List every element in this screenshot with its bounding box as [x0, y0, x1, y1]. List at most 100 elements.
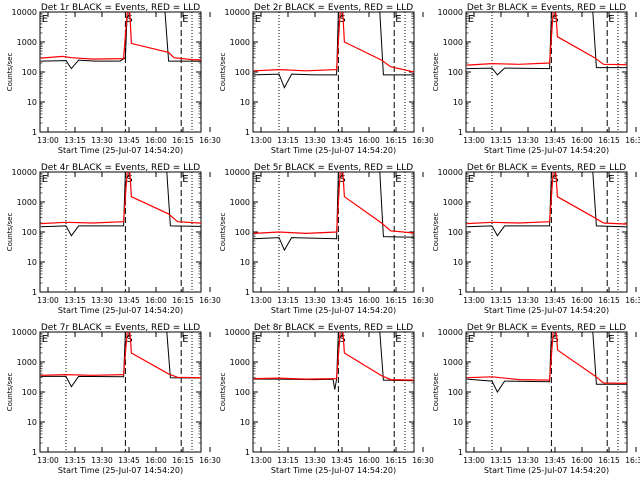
- panel-8: Det 8r BLACK = Events, RED = LLD 1 10 100 10…: [219, 323, 434, 475]
- events-series-line: [466, 332, 627, 394]
- y-tick-label: 1000: [443, 358, 463, 367]
- x-tick-label: 13:15: [490, 296, 512, 305]
- marker-label: E: [608, 14, 614, 25]
- x-tick-label: 16:30: [412, 456, 434, 465]
- panel-title: Det 6r BLACK = Events, RED = LLD: [467, 163, 626, 173]
- x-tick-label: 13:00: [250, 456, 272, 465]
- y-axis-label: Counts/sec: [432, 373, 440, 412]
- lld-series-line: [253, 172, 414, 235]
- x-tick-label: 13:00: [463, 136, 485, 145]
- y-axis-label: Counts/sec: [432, 213, 440, 252]
- marker-label: E: [255, 174, 261, 185]
- plot-frame: [39, 11, 202, 133]
- panel-title: Det 1r BLACK = Events, RED = LLD: [41, 3, 200, 13]
- y-tick-label: 10000: [225, 168, 250, 177]
- x-tick-label: 16:00: [358, 296, 380, 305]
- y-tick-label: 100: [22, 68, 37, 77]
- x-tick-label: 16:15: [598, 136, 620, 145]
- marker-label: E: [182, 14, 188, 25]
- x-tick-label: 13:30: [91, 296, 113, 305]
- marker-label: E: [42, 334, 48, 345]
- x-tick-label: 16:30: [412, 296, 434, 305]
- x-tick-label: 13:00: [250, 296, 272, 305]
- x-tick-label: 13:30: [304, 136, 326, 145]
- panel-title: Det 5r BLACK = Events, RED = LLD: [254, 163, 413, 173]
- x-tick-label: 13:00: [37, 296, 59, 305]
- x-tick-label: 13:15: [64, 296, 86, 305]
- y-tick-label: 1: [32, 128, 37, 137]
- x-tick-label: 16:30: [625, 296, 640, 305]
- marker-label: E: [395, 334, 401, 345]
- x-axis-label: Start Time (25-Jul-07 14:54:20): [58, 146, 183, 155]
- lld-series-line: [40, 12, 201, 61]
- x-tick-label: 13:15: [277, 456, 299, 465]
- x-axis-label: Start Time (25-Jul-07 14:54:20): [484, 466, 609, 475]
- plot-frame: [252, 11, 415, 133]
- y-tick-label: 1: [245, 448, 250, 457]
- panel-4: Det 4r BLACK = Events, RED = LLD 1 10 100 10…: [6, 163, 221, 315]
- panel-title: Det 9r BLACK = Events, RED = LLD: [467, 323, 626, 333]
- y-tick-label: 1000: [17, 358, 37, 367]
- y-axis-label: Counts/sec: [432, 53, 440, 92]
- x-tick-label: 13:45: [331, 296, 353, 305]
- marker-label: S: [339, 174, 345, 185]
- panel-3: Det 3r BLACK = Events, RED = LLD 1 10 100 10…: [432, 3, 640, 155]
- y-tick-label: 1: [32, 288, 37, 297]
- x-tick-label: 13:45: [331, 136, 353, 145]
- y-axis-label: Counts/sec: [219, 373, 227, 412]
- x-tick-label: 16:30: [412, 136, 434, 145]
- y-tick-label: 1: [245, 288, 250, 297]
- panel-title: Det 3r BLACK = Events, RED = LLD: [467, 3, 626, 13]
- y-tick-label: 100: [235, 228, 250, 237]
- marker-label: S: [126, 334, 132, 345]
- y-axis-label: Counts/sec: [219, 213, 227, 252]
- events-series-line: [40, 12, 201, 70]
- x-axis-label: Start Time (25-Jul-07 14:54:20): [58, 306, 183, 315]
- y-tick-label: 10000: [12, 168, 37, 177]
- marker-label: S: [552, 14, 558, 25]
- marker-label: S: [339, 334, 345, 345]
- y-tick-label: 1: [458, 288, 463, 297]
- y-axis-label: Counts/sec: [6, 53, 14, 92]
- x-tick-label: 16:15: [385, 456, 407, 465]
- y-tick-label: 10000: [438, 168, 463, 177]
- x-tick-label: 16:15: [598, 456, 620, 465]
- y-tick-label: 100: [448, 228, 463, 237]
- x-tick-label: 16:15: [172, 456, 194, 465]
- panel-2: Det 2r BLACK = Events, RED = LLD 1 10 100 10…: [219, 3, 434, 155]
- x-tick-label: 13:00: [463, 456, 485, 465]
- panel-title: Det 4r BLACK = Events, RED = LLD: [41, 163, 200, 173]
- x-tick-label: 13:30: [91, 136, 113, 145]
- x-tick-label: 16:30: [199, 296, 221, 305]
- series-group: [40, 332, 201, 388]
- x-tick-label: 16:00: [571, 296, 593, 305]
- y-tick-label: 10000: [225, 328, 250, 337]
- marker-label: E: [468, 334, 474, 345]
- y-tick-label: 100: [448, 68, 463, 77]
- plot-frame: [465, 331, 628, 453]
- events-series-line: [466, 172, 627, 237]
- x-tick-label: 16:30: [199, 136, 221, 145]
- y-tick-label: 10000: [438, 328, 463, 337]
- marker-label: E: [608, 174, 614, 185]
- x-tick-label: 13:00: [250, 136, 272, 145]
- lld-series-line: [466, 332, 627, 384]
- panel-9: Det 9r BLACK = Events, RED = LLD 1 10 100 10…: [432, 323, 640, 475]
- x-tick-label: 13:30: [517, 136, 539, 145]
- series-group: [466, 12, 627, 76]
- x-tick-label: 16:30: [625, 136, 640, 145]
- y-tick-label: 1000: [443, 198, 463, 207]
- lld-series-line: [466, 172, 627, 225]
- y-tick-label: 10: [453, 418, 463, 427]
- panel-1: Det 1r BLACK = Events, RED = LLD 1 10 100 10…: [6, 3, 221, 155]
- marker-label: E: [608, 334, 614, 345]
- y-tick-label: 10: [240, 98, 250, 107]
- x-tick-label: 13:00: [37, 136, 59, 145]
- x-axis-label: Start Time (25-Jul-07 14:54:20): [271, 466, 396, 475]
- y-tick-label: 10: [27, 258, 37, 267]
- x-tick-label: 13:30: [91, 456, 113, 465]
- panel-title: Det 7r BLACK = Events, RED = LLD: [41, 323, 200, 333]
- y-tick-label: 100: [22, 228, 37, 237]
- y-tick-label: 1: [458, 128, 463, 137]
